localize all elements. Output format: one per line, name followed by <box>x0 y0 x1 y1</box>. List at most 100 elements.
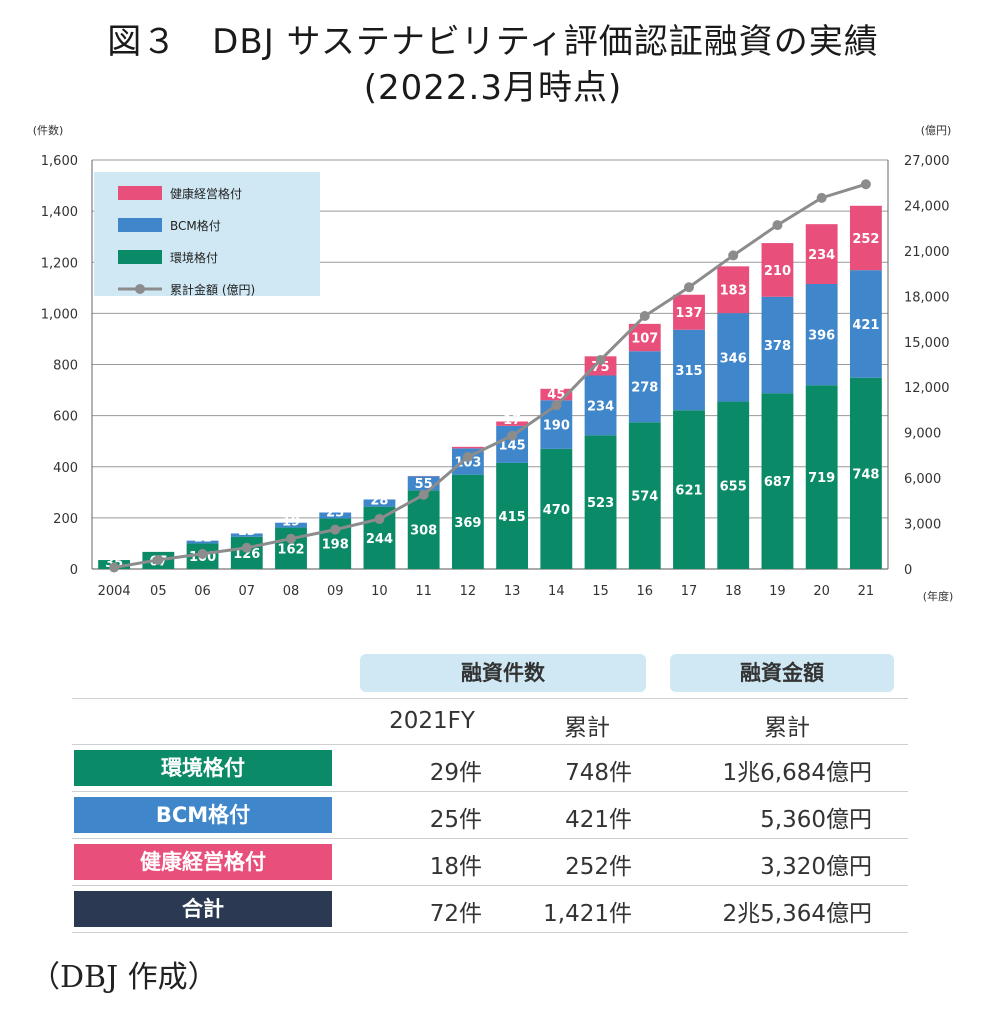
row-amount: 2兆5,364億円 <box>722 901 872 927</box>
data-label: 45 <box>547 387 565 402</box>
data-label: 55 <box>415 477 433 492</box>
x-tick-label: 06 <box>194 584 211 599</box>
data-label: 470 <box>543 503 570 518</box>
line-point <box>330 524 341 535</box>
data-label: 198 <box>322 538 349 553</box>
data-label: 162 <box>277 542 304 557</box>
bar-segment <box>717 401 750 569</box>
line-point <box>684 282 694 293</box>
bar-segment <box>628 422 661 569</box>
subheader-cumulative-count: 累計 <box>564 715 610 741</box>
y-left-tick-label: 0 <box>70 563 78 578</box>
bar-segment <box>451 474 484 569</box>
data-label: 234 <box>587 399 614 414</box>
bar-segment <box>186 540 219 544</box>
bar-segment <box>805 224 838 284</box>
x-tick-label: 18 <box>725 584 742 599</box>
x-tick-label: 15 <box>592 584 609 599</box>
line-point <box>551 400 562 411</box>
data-label: 655 <box>720 479 747 494</box>
data-label: 315 <box>675 364 702 379</box>
x-tick-label: 20 <box>813 584 830 599</box>
data-label: 278 <box>631 381 658 396</box>
chart-subtitle: (2022.3月時点) <box>363 68 623 108</box>
data-label: 719 <box>808 471 835 486</box>
bar-segment <box>230 533 263 537</box>
line-point <box>462 451 473 462</box>
x-tick-label: 16 <box>637 584 654 599</box>
row-fy: 72件 <box>429 901 482 927</box>
data-label: 190 <box>543 419 570 434</box>
data-label: 183 <box>720 284 747 299</box>
bar-segment <box>584 356 617 376</box>
bar-segment <box>673 294 705 330</box>
data-label: 574 <box>631 490 658 505</box>
row-cumulative: 1,421件 <box>543 901 632 927</box>
legend-label: BCM格付 <box>170 218 221 233</box>
data-label: 17 <box>503 413 521 428</box>
row-amount: 5,360億円 <box>760 807 872 833</box>
x-tick-label: 21 <box>858 584 875 599</box>
data-label: 396 <box>808 329 835 344</box>
stacked-bar-chart: 0 200 400 600 800 1,000 1,200 1,400 1,600 0 3,000 6… <box>33 124 954 603</box>
bar-segment <box>584 375 617 436</box>
line-point <box>241 542 252 553</box>
chart-title: 図３ DBJ サステナビリティ評価認証融資の実績 <box>107 22 879 62</box>
data-label: 103 <box>454 456 481 471</box>
bar-segment <box>363 499 396 507</box>
x-tick-label: 07 <box>239 584 256 599</box>
y-right-tick-label: 18,000 <box>904 290 950 305</box>
row-label: 健康経営格付 <box>74 844 332 880</box>
line-point <box>639 311 650 322</box>
bar-segment <box>673 410 705 569</box>
bar-segment <box>407 490 440 569</box>
data-label: 523 <box>587 496 614 511</box>
row-fy: 25件 <box>429 807 482 833</box>
row-amount: 1兆6,684億円 <box>722 760 872 786</box>
bar-segment <box>496 462 529 569</box>
bar-segment <box>717 266 750 314</box>
legend-swatch <box>118 250 162 264</box>
summary-table: 融資件数 融資金額 2021FY 累計 累計 環境格付 29件 748件 1兆6… <box>72 648 908 938</box>
legend-label: 健康経営格付 <box>170 186 242 201</box>
row-amount: 3,320億円 <box>760 854 872 880</box>
line-point <box>109 562 120 573</box>
data-label: 421 <box>852 318 879 333</box>
line-point <box>860 179 871 190</box>
data-label: 346 <box>720 351 747 366</box>
bar-segment <box>230 536 263 569</box>
line-point <box>772 220 783 231</box>
y-right-tick-label: 12,000 <box>904 381 950 396</box>
y-left-tick-label: 600 <box>53 410 78 425</box>
data-label: 126 <box>233 547 260 562</box>
x-tick-label: 14 <box>548 584 565 599</box>
x-tick-label: 11 <box>415 584 432 599</box>
data-label: 137 <box>675 306 702 321</box>
data-label: 145 <box>499 438 526 453</box>
legend-label: 累計金額 (億円) <box>170 282 255 297</box>
line-point <box>418 489 429 500</box>
legend-label: 環境格付 <box>170 250 218 265</box>
row-cumulative: 252件 <box>565 854 632 880</box>
table-row: 環境格付 29件 748件 1兆6,684億円 <box>72 744 908 791</box>
line-point <box>153 554 164 565</box>
data-label: 11 <box>194 530 212 545</box>
data-label: 252 <box>852 232 879 247</box>
data-label: 687 <box>764 475 791 490</box>
data-label: 378 <box>764 339 791 354</box>
y-left-unit: (件数) <box>33 124 64 137</box>
bar-segment <box>540 448 573 569</box>
x-tick-label: 17 <box>681 584 698 599</box>
y-left-tick-label: 1,000 <box>41 307 78 322</box>
bar-segment <box>673 329 705 411</box>
y-right-tick-label: 3,000 <box>904 518 941 533</box>
source-note: （DBJ 作成） <box>30 960 218 995</box>
header-loan-count: 融資件数 <box>360 654 646 692</box>
row-label: 環境格付 <box>74 750 332 786</box>
row-label: 合計 <box>74 891 332 927</box>
x-tick-label: 09 <box>327 584 344 599</box>
data-label: 19 <box>282 515 300 530</box>
bar-segment <box>761 296 794 394</box>
table-row: 合計 72件 1,421件 2兆5,364億円 <box>72 885 908 933</box>
x-tick-label: 05 <box>150 584 167 599</box>
